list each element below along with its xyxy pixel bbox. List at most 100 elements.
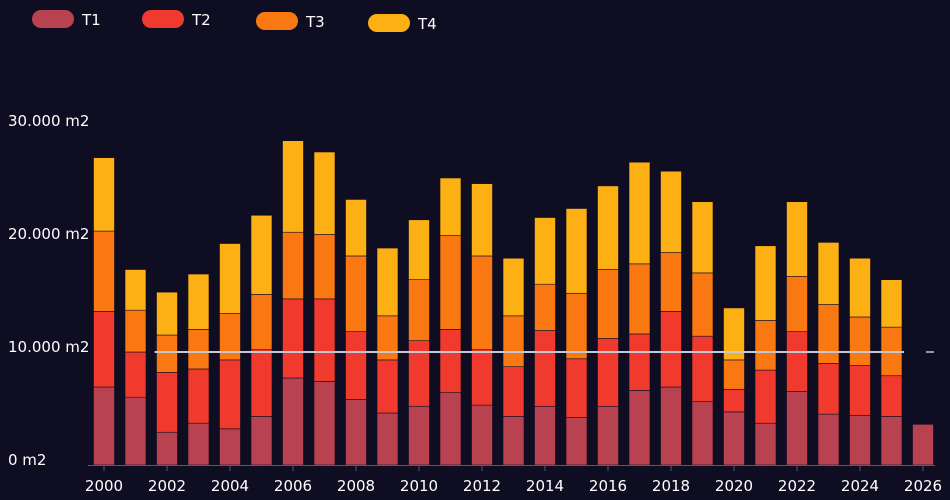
- bar-segment-t3-2002[interactable]: [156, 334, 178, 373]
- bar-segment-t1-2017[interactable]: [628, 390, 651, 466]
- bar-segment-t1-2018[interactable]: [660, 386, 682, 466]
- bar-segment-t2-2007[interactable]: [313, 298, 336, 382]
- bar-segment-t4-2016[interactable]: [597, 185, 619, 270]
- bar-segment-t4-2025[interactable]: [880, 279, 903, 328]
- bar-segment-t4-2023[interactable]: [817, 242, 840, 305]
- bar-segment-t3-2006[interactable]: [282, 231, 304, 300]
- bar-segment-t4-2022[interactable]: [786, 201, 808, 277]
- bar-segment-t3-2016[interactable]: [597, 269, 619, 339]
- bar-segment-t2-2006[interactable]: [282, 298, 304, 379]
- bar-segment-t1-2010[interactable]: [408, 405, 430, 466]
- bar-segment-t1-2016[interactable]: [597, 405, 619, 466]
- bar-segment-t3-2018[interactable]: [660, 252, 682, 312]
- bar-segment-t3-2022[interactable]: [786, 275, 808, 332]
- legend-item-t2[interactable]: T2: [142, 10, 211, 29]
- bar-segment-t1-2025[interactable]: [880, 416, 903, 466]
- bar-segment-t3-2023[interactable]: [817, 304, 840, 364]
- bar-segment-t1-2023[interactable]: [817, 413, 840, 466]
- bar-segment-t1-2015[interactable]: [565, 417, 588, 466]
- bar-segment-t1-2012[interactable]: [471, 404, 493, 466]
- bar-segment-t2-2025[interactable]: [880, 375, 903, 417]
- bar-segment-t1-2003[interactable]: [187, 422, 210, 466]
- bar-segment-t2-2017[interactable]: [628, 333, 651, 391]
- legend-item-t3[interactable]: T3: [256, 12, 325, 31]
- bar-segment-t2-2019[interactable]: [691, 335, 714, 403]
- bar-segment-t4-2008[interactable]: [345, 199, 367, 257]
- bar-segment-t3-2001[interactable]: [124, 309, 147, 353]
- bar-segment-t4-2002[interactable]: [156, 291, 178, 336]
- bar-segment-t1-2009[interactable]: [376, 412, 399, 466]
- bar-segment-t1-2001[interactable]: [124, 396, 147, 466]
- bar-segment-t4-2005[interactable]: [250, 214, 273, 295]
- bar-segment-t2-2013[interactable]: [502, 366, 525, 417]
- bar-segment-t4-2014[interactable]: [534, 217, 556, 285]
- bar-segment-t3-2015[interactable]: [565, 292, 588, 360]
- bar-segment-t3-2021[interactable]: [754, 320, 777, 371]
- bar-segment-t1-2026[interactable]: [912, 424, 934, 466]
- bar-segment-t1-2008[interactable]: [345, 399, 367, 466]
- bar-segment-t2-2016[interactable]: [597, 338, 619, 407]
- bar-segment-t2-2011[interactable]: [439, 329, 462, 393]
- legend-item-t1[interactable]: T1: [32, 10, 101, 29]
- bar-segment-t4-2024[interactable]: [849, 257, 871, 318]
- bar-segment-t2-2020[interactable]: [723, 388, 745, 413]
- bar-segment-t4-2001[interactable]: [124, 269, 147, 311]
- bar-segment-t1-2006[interactable]: [282, 377, 304, 466]
- bar-segment-t4-2012[interactable]: [471, 183, 493, 257]
- bar-segment-t2-2014[interactable]: [534, 330, 556, 407]
- bar-segment-t4-2017[interactable]: [628, 161, 651, 265]
- bar-segment-t4-2013[interactable]: [502, 257, 525, 317]
- bar-segment-t3-2013[interactable]: [502, 315, 525, 367]
- bar-segment-t2-2001[interactable]: [124, 351, 147, 398]
- bar-segment-t3-2011[interactable]: [439, 235, 462, 330]
- bar-segment-t4-2000[interactable]: [93, 157, 115, 232]
- bar-segment-t1-2019[interactable]: [691, 401, 714, 466]
- bar-segment-t2-2012[interactable]: [471, 349, 493, 406]
- bar-segment-t2-2024[interactable]: [849, 365, 871, 416]
- bar-segment-t2-2008[interactable]: [345, 331, 367, 400]
- bar-segment-t4-2003[interactable]: [187, 273, 210, 330]
- bar-segment-t3-2008[interactable]: [345, 255, 367, 332]
- bar-segment-t4-2006[interactable]: [282, 140, 304, 233]
- bar-segment-t1-2007[interactable]: [313, 381, 336, 466]
- bar-segment-t3-2012[interactable]: [471, 255, 493, 351]
- bar-segment-t2-2010[interactable]: [408, 340, 430, 407]
- bar-segment-t1-2004[interactable]: [219, 428, 241, 466]
- bar-segment-t1-2020[interactable]: [723, 411, 745, 466]
- bar-segment-t1-2011[interactable]: [439, 392, 462, 466]
- bar-segment-t3-2010[interactable]: [408, 279, 430, 341]
- bar-segment-t4-2010[interactable]: [408, 219, 430, 280]
- bar-segment-t3-2020[interactable]: [723, 359, 745, 390]
- bar-segment-t4-2004[interactable]: [219, 243, 241, 314]
- bar-segment-t4-2018[interactable]: [660, 170, 682, 253]
- bar-segment-t3-2014[interactable]: [534, 283, 556, 331]
- bar-segment-t4-2015[interactable]: [565, 208, 588, 294]
- bar-segment-t4-2011[interactable]: [439, 177, 462, 236]
- bar-segment-t1-2013[interactable]: [502, 416, 525, 466]
- bar-segment-t3-2003[interactable]: [187, 329, 210, 370]
- bar-segment-t2-2015[interactable]: [565, 358, 588, 418]
- bar-segment-t2-2003[interactable]: [187, 368, 210, 424]
- bar-segment-t1-2000[interactable]: [93, 386, 115, 466]
- bar-segment-t1-2005[interactable]: [250, 416, 273, 466]
- bar-segment-t3-2000[interactable]: [93, 230, 115, 312]
- bar-segment-t2-2002[interactable]: [156, 372, 178, 433]
- bar-segment-t3-2009[interactable]: [376, 315, 399, 361]
- bar-segment-t1-2014[interactable]: [534, 405, 556, 466]
- bar-segment-t2-2000[interactable]: [93, 311, 115, 388]
- bar-segment-t1-2002[interactable]: [156, 431, 178, 466]
- bar-segment-t4-2009[interactable]: [376, 247, 399, 317]
- bar-segment-t1-2022[interactable]: [786, 391, 808, 466]
- bar-segment-t1-2021[interactable]: [754, 422, 777, 466]
- bar-segment-t2-2018[interactable]: [660, 311, 682, 388]
- bar-segment-t3-2024[interactable]: [849, 316, 871, 366]
- bar-segment-t3-2017[interactable]: [628, 263, 651, 335]
- bar-segment-t3-2007[interactable]: [313, 234, 336, 300]
- bar-segment-t2-2022[interactable]: [786, 331, 808, 392]
- bar-segment-t3-2005[interactable]: [250, 294, 273, 351]
- bar-segment-t2-2005[interactable]: [250, 349, 273, 417]
- bar-segment-t2-2021[interactable]: [754, 369, 777, 424]
- bar-segment-t2-2023[interactable]: [817, 362, 840, 415]
- bar-segment-t4-2021[interactable]: [754, 245, 777, 321]
- bar-segment-t4-2007[interactable]: [313, 151, 336, 235]
